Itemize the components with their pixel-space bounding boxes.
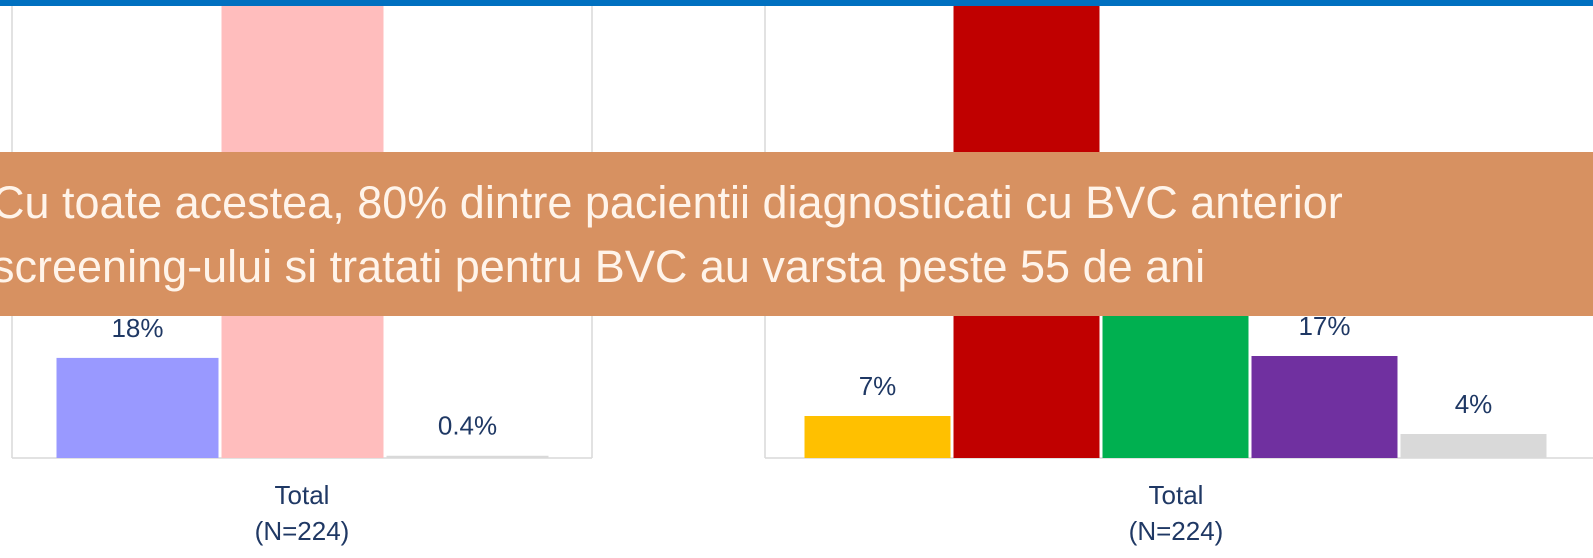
- bar: [1400, 434, 1547, 458]
- x-tick-label: Total: [275, 480, 330, 510]
- data-label: 0.4%: [438, 411, 497, 441]
- bar: [1251, 356, 1398, 458]
- x-tick-label: (N=224): [1129, 516, 1224, 546]
- x-tick-label: Total: [1149, 480, 1204, 510]
- bar: [804, 416, 951, 458]
- banner-text: Cu toate acestea, 80% dintre pacientii d…: [0, 177, 1343, 228]
- x-tick-label: (N=224): [255, 516, 350, 546]
- top-bar: [0, 0, 1593, 6]
- bar: [56, 357, 219, 458]
- data-label: 18%: [111, 313, 163, 343]
- data-label: 7%: [859, 371, 897, 401]
- banner-text: screening-ului si tratati pentru BVC au …: [0, 241, 1205, 292]
- data-label: 4%: [1455, 389, 1493, 419]
- banner: [0, 152, 1593, 316]
- bar: [386, 455, 549, 458]
